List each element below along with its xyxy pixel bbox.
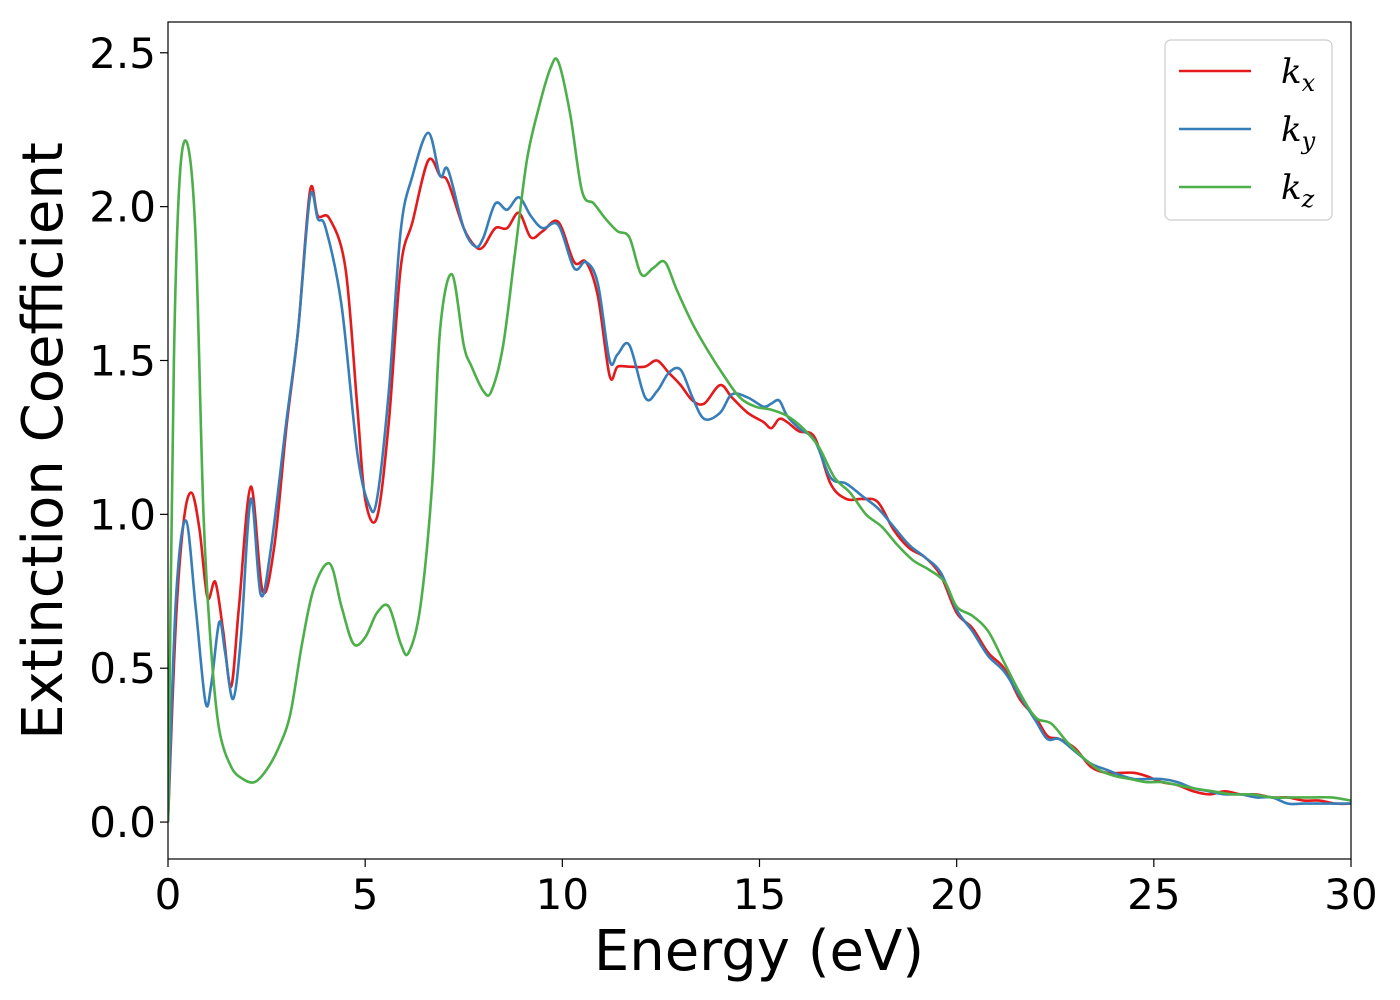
legend-label-kx: kx <box>1281 52 1316 97</box>
y-tick-label: 2.0 <box>89 183 156 232</box>
y-tick-label: 0.0 <box>89 798 156 847</box>
y-tick-label: 2.5 <box>89 29 156 78</box>
legend-label-kz: kz <box>1281 168 1315 213</box>
y-tick-label: 0.5 <box>89 644 156 693</box>
x-tick-label: 25 <box>1127 870 1180 919</box>
y-tick-label: 1.0 <box>89 490 156 539</box>
series-line-kx <box>168 157 1351 823</box>
x-axis-title: Energy (eV) <box>594 919 924 984</box>
series-line-ky <box>168 131 1351 823</box>
x-tick-label: 30 <box>1324 870 1377 919</box>
legend-label-ky: ky <box>1281 110 1316 155</box>
x-tick-label: 5 <box>352 870 379 919</box>
y-axis: 0.0 0.5 1.0 1.5 2.0 2.5 <box>89 29 168 847</box>
x-tick-label: 0 <box>155 870 182 919</box>
series-line-kz <box>168 57 1351 823</box>
y-tick-label: 1.5 <box>89 336 156 385</box>
x-axis: 0 5 10 15 20 25 30 <box>155 859 1378 919</box>
y-axis-title: Extinction Coefficient <box>11 142 76 740</box>
legend: kx ky kz <box>1164 39 1333 221</box>
x-tick-label: 20 <box>930 870 983 919</box>
x-tick-label: 10 <box>536 870 589 919</box>
x-tick-label: 15 <box>733 870 786 919</box>
